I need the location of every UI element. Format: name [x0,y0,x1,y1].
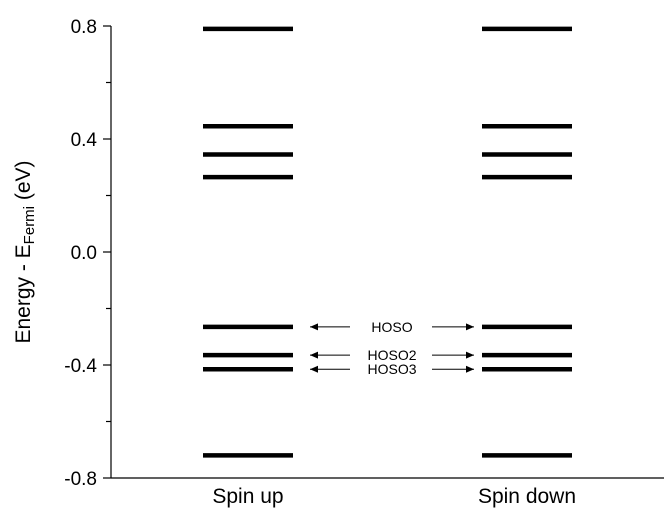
y-tick-label: 0.4 [71,130,98,151]
arrow-head [466,323,474,331]
level-annotation: HOSO2 [367,347,416,363]
plot-area: -0.8 -0.4 0.0 0.4 0.8 Spin up Spin down HOSO HOS… [64,17,664,508]
y-axis-label-subscript: Fermi [21,206,38,244]
y-axis-label-prefix: Energy - E [12,244,35,343]
arrow-head [466,365,474,373]
y-tick-label: -0.4 [64,356,97,377]
level-annotation: HOSO [371,319,412,335]
arrow-head [310,323,318,331]
y-axis-label-suffix: (eV) [12,160,35,206]
arrow-head [310,351,318,359]
y-tick-label: 0.0 [71,243,97,264]
y-tick-label: -0.8 [64,469,97,490]
category-label: Spin up [212,485,283,508]
arrow-head [466,351,474,359]
arrow-head [310,365,318,373]
category-label: Spin down [478,485,576,508]
y-axis-label: Energy - EFermi (eV) [12,160,38,343]
y-tick-label: 0.8 [71,17,97,38]
level-annotation: HOSO3 [367,361,416,377]
